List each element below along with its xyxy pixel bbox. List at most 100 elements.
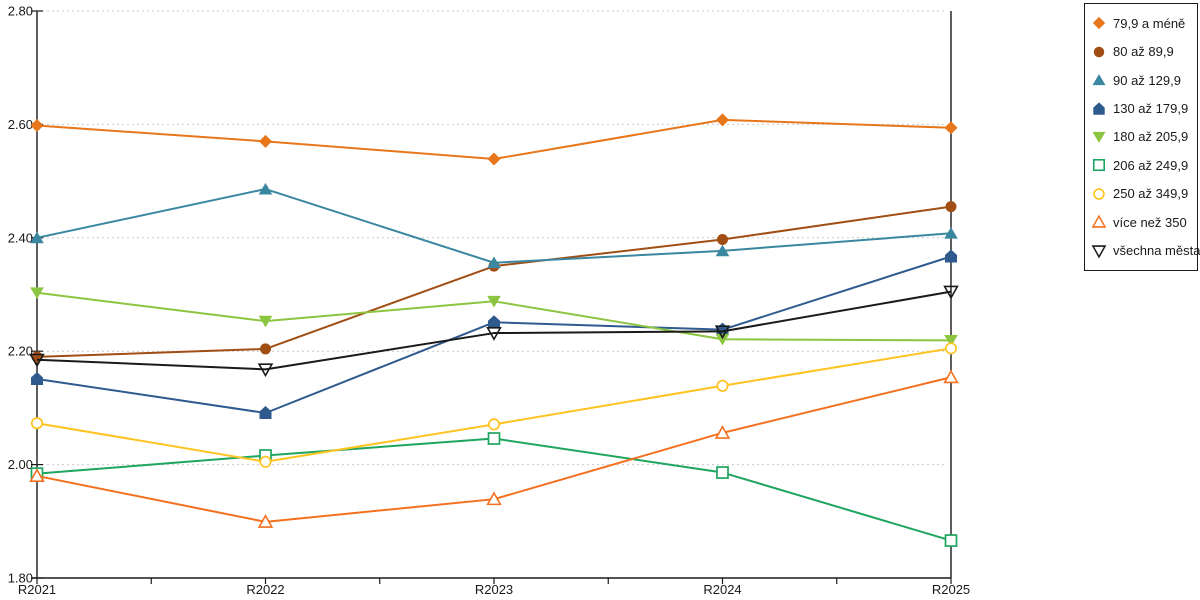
legend-label: 250 až 349,9	[1113, 186, 1189, 202]
legend-item-3: 90 až 129,9	[1091, 72, 1195, 88]
chart-legend: 79,9 a méně 80 až 89,9 90 až 129,9 130 až 1…	[1084, 3, 1200, 271]
triangle-down-marker-icon	[30, 287, 44, 299]
y-tick-label: 2.20	[8, 344, 33, 359]
triangle-down-open-marker-icon	[486, 327, 502, 341]
series-9	[29, 285, 959, 378]
series-1	[30, 113, 958, 166]
triangle-down-marker-icon	[487, 295, 501, 308]
diamond-marker-icon	[1092, 17, 1106, 30]
square-open-marker-icon	[1092, 159, 1106, 172]
circle-open-marker-icon	[259, 455, 272, 468]
y-tick-label: 2.40	[8, 230, 33, 245]
x-tick-label: R2025	[932, 582, 970, 597]
legend-item-6: 206 až 249,9	[1091, 157, 1195, 173]
triangle-up-marker-icon	[258, 182, 273, 195]
pentagon-marker-icon	[1093, 101, 1105, 115]
x-tick-label: R2024	[703, 582, 741, 597]
chart-line	[36, 255, 952, 415]
diamond-marker-icon	[716, 113, 729, 127]
triangle-up-open-marker-icon	[257, 514, 274, 528]
triangle-up-open-marker-icon	[714, 425, 731, 439]
x-tick-label: R2021	[18, 582, 56, 597]
legend-item-4: 130 až 179,9	[1091, 101, 1195, 117]
triangle-up-open-marker-icon	[943, 369, 959, 384]
legend-label: všechna města	[1113, 243, 1200, 259]
legend-label: více než 350	[1113, 214, 1187, 230]
circle-marker-icon	[260, 343, 271, 355]
diamond-marker-icon	[487, 152, 501, 166]
triangle-down-legend-icon	[1092, 131, 1106, 143]
legend-item-8: více než 350	[1091, 214, 1195, 230]
triangle-down-marker-icon	[258, 315, 273, 328]
circle-open-legend-icon	[1093, 188, 1105, 200]
triangle-down-open-marker-icon	[943, 285, 959, 300]
legend-label: 206 až 249,9	[1113, 157, 1189, 173]
pentagon-marker-icon	[259, 406, 272, 420]
triangle-down-open-marker-icon	[257, 363, 274, 378]
diamond-legend-icon	[1092, 17, 1106, 30]
pentagon-marker-icon	[31, 371, 43, 385]
series-8	[29, 369, 959, 528]
x-tick-label: R2023	[475, 582, 513, 597]
triangle-down-marker-icon	[1092, 131, 1106, 143]
triangle-up-open-legend-icon	[1091, 214, 1107, 228]
circle-open-marker-icon	[30, 417, 44, 430]
y-tick-label: 2.80	[8, 4, 33, 19]
pentagon-marker-icon	[945, 249, 957, 263]
triangle-down-open-legend-icon	[1091, 245, 1107, 259]
y-tick-label: 2.60	[8, 117, 33, 132]
legend-label: 79,9 a méně	[1113, 15, 1186, 31]
square-open-legend-icon	[1092, 159, 1106, 172]
legend-label: 80 až 89,9	[1113, 44, 1174, 60]
legend-label: 90 až 129,9	[1113, 72, 1181, 88]
circle-marker-icon	[1093, 46, 1105, 57]
diamond-marker-icon	[259, 134, 272, 148]
triangle-up-marker-icon	[487, 256, 501, 269]
series-4	[31, 249, 957, 420]
square-open-marker-icon	[944, 534, 958, 547]
square-open-marker-icon	[487, 432, 501, 445]
series-5	[30, 287, 958, 347]
triangle-down-marker-icon	[715, 333, 730, 346]
triangle-down-open-marker-icon	[29, 353, 45, 368]
triangle-up-marker-icon	[944, 227, 958, 239]
series-3	[30, 182, 958, 269]
legend-label: 130 až 179,9	[1113, 101, 1189, 117]
circle-open-marker-icon	[716, 379, 729, 392]
triangle-down-open-marker-icon	[1091, 245, 1107, 259]
circle-open-marker-icon	[1093, 188, 1105, 200]
legend-item-2: 80 až 89,9	[1091, 44, 1195, 60]
triangle-up-open-marker-icon	[486, 491, 502, 506]
legend-item-7: 250 až 349,9	[1091, 186, 1195, 202]
legend-item-9: všechna města	[1091, 243, 1200, 259]
y-tick-label: 2.00	[8, 457, 33, 472]
legend-label: 180 až 205,9	[1113, 129, 1189, 145]
circle-marker-icon	[945, 201, 957, 213]
pentagon-legend-icon	[1093, 101, 1105, 115]
circle-open-marker-icon	[487, 418, 501, 431]
legend-item-5: 180 až 205,9	[1091, 129, 1195, 145]
triangle-down-open-marker-icon	[714, 325, 731, 340]
y-tick-label: 1.80	[8, 571, 33, 586]
square-open-marker-icon	[716, 466, 729, 479]
triangle-up-marker-icon	[715, 244, 730, 257]
triangle-up-legend-icon	[1092, 74, 1106, 86]
pentagon-marker-icon	[488, 315, 500, 329]
series-7	[30, 342, 958, 468]
triangle-up-marker-icon	[30, 231, 44, 244]
circle-legend-icon	[1093, 46, 1105, 57]
triangle-up-open-marker-icon	[29, 468, 45, 482]
x-tick-label: R2022	[246, 582, 284, 597]
triangle-up-marker-icon	[1092, 74, 1106, 86]
chart-line	[36, 290, 952, 371]
triangle-down-marker-icon	[944, 335, 958, 347]
chart-line	[36, 437, 952, 542]
series-6	[30, 432, 958, 547]
circle-open-marker-icon	[944, 342, 958, 355]
circle-marker-icon	[717, 234, 728, 246]
diamond-marker-icon	[30, 119, 44, 133]
triangle-up-open-marker-icon	[1091, 214, 1107, 228]
diamond-marker-icon	[944, 121, 958, 135]
